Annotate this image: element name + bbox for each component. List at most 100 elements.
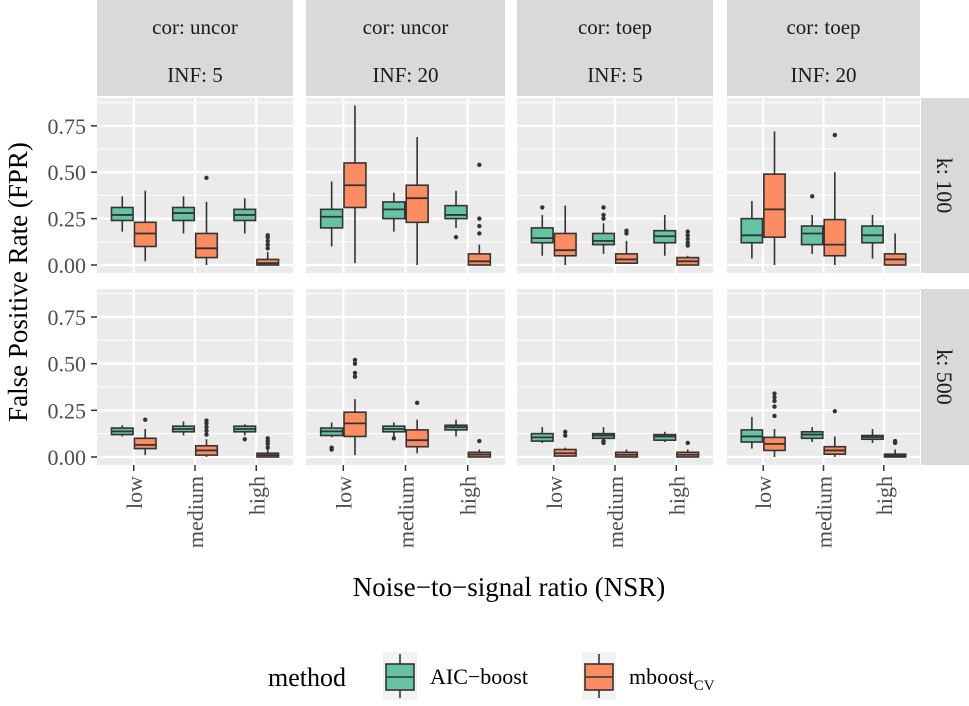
outlier-point	[204, 432, 209, 437]
facet-panel	[97, 289, 293, 465]
outlier-point	[624, 228, 629, 233]
x-tick-label: low	[542, 476, 567, 509]
outlier-point	[329, 445, 334, 450]
box-aic-boost	[740, 416, 764, 449]
x-tick-label: low	[751, 476, 776, 509]
box-mboost-cv	[133, 417, 157, 456]
box-mboost-cv	[763, 131, 786, 266]
strip-label-cor: cor: toep	[578, 15, 652, 39]
outlier-point	[685, 236, 690, 242]
outlier-point	[265, 436, 270, 441]
y-tick-label: 0.50	[48, 160, 87, 185]
outlier-point	[204, 424, 209, 430]
outlier-point	[414, 400, 420, 406]
strip-label-cor: cor: toep	[786, 15, 860, 39]
outlier-point	[265, 242, 270, 247]
outlier-point	[242, 437, 247, 442]
box-mboost-cv	[194, 418, 219, 457]
facet-panel	[306, 289, 505, 465]
facet-panel	[306, 98, 505, 273]
legend-key-aic-boost	[383, 652, 417, 700]
outlier-point	[832, 409, 838, 414]
row-strip	[921, 289, 969, 465]
outlier-point	[809, 194, 815, 199]
outlier-point	[772, 398, 777, 404]
box-mboost-cv	[614, 449, 639, 458]
box-iqr	[256, 258, 280, 266]
box-aic-boost	[382, 422, 406, 441]
x-tick-label: low	[122, 476, 147, 509]
strip-label-inf: INF: 5	[167, 63, 222, 87]
box-aic-boost	[110, 196, 134, 232]
box-iqr	[405, 429, 429, 448]
legend-key-mboost-cv	[582, 652, 616, 700]
x-tick-label: high	[456, 476, 481, 515]
box-mboost-cv	[194, 175, 219, 266]
box-iqr	[110, 206, 134, 222]
outlier-point	[391, 436, 397, 441]
x-tick-label: high	[664, 476, 689, 515]
x-tick-label: medium	[812, 476, 837, 548]
outlier-point	[352, 357, 358, 363]
outlier-point	[601, 205, 606, 210]
outlier-point	[477, 438, 482, 444]
y-axis-title: False Positive Rate (FPR)	[3, 142, 33, 422]
box-iqr	[614, 253, 639, 264]
strip-label-inf: INF: 5	[587, 63, 642, 87]
box-mboost-cv	[676, 440, 700, 458]
box-iqr	[444, 204, 468, 220]
x-tick-label: medium	[394, 476, 419, 548]
box-aic-boost	[591, 205, 616, 254]
outlier-point	[204, 418, 209, 423]
outlier-point	[601, 216, 606, 221]
outlier-point	[601, 438, 606, 444]
facet-strips: cor: uncor INF: 5 cor: uncor INF: 20 cor: to…	[97, 0, 969, 465]
facet-panel	[727, 289, 920, 465]
box-iqr	[740, 217, 764, 244]
box-mboost-cv	[133, 190, 157, 262]
box-iqr	[405, 184, 429, 224]
box-mboost-cv	[883, 233, 907, 266]
box-mboost-cv	[553, 205, 577, 266]
box-mboost-cv	[256, 436, 280, 458]
legend-title: method	[268, 663, 346, 692]
box-aic-boost	[653, 431, 677, 443]
strip-label-inf: INF: 20	[791, 63, 857, 87]
box-iqr	[171, 206, 196, 222]
box-aic-boost	[800, 427, 824, 443]
box-mboost-cv	[343, 105, 367, 264]
box-mboost-cv	[467, 162, 492, 266]
box-aic-boost	[740, 200, 764, 259]
box-mboost-cv	[614, 228, 639, 265]
box-aic-boost	[382, 192, 406, 232]
box-iqr	[467, 253, 492, 266]
outlier-point	[204, 175, 209, 180]
facet-panels	[97, 98, 920, 465]
column-strip	[306, 0, 505, 96]
x-tick-label: high	[872, 476, 897, 515]
column-strip	[727, 0, 920, 96]
legend-label: mboostCV	[629, 664, 715, 694]
box-iqr	[133, 221, 157, 248]
row-strip	[921, 98, 969, 273]
outlier-point	[563, 433, 568, 438]
y-tick-label: 0.00	[48, 253, 87, 278]
box-aic-boost	[653, 214, 677, 256]
outlier-point	[352, 370, 358, 376]
box-aic-boost	[591, 427, 616, 446]
y-tick-label: 0.25	[48, 207, 87, 232]
box-aic-boost	[861, 214, 884, 259]
outlier-point	[685, 440, 690, 446]
box-aic-boost	[444, 190, 468, 240]
box-aic-boost	[233, 198, 257, 234]
y-tick-label: 0.75	[48, 114, 87, 139]
strip-label-k: k: 100	[932, 158, 957, 214]
x-tick-label: medium	[603, 476, 628, 548]
strip-label-cor: cor: uncor	[363, 15, 449, 39]
legend-label-subscript: CV	[694, 678, 715, 694]
box-iqr	[591, 232, 616, 246]
outlier-point	[453, 234, 459, 240]
box-iqr	[194, 232, 219, 259]
box-iqr	[861, 225, 884, 244]
